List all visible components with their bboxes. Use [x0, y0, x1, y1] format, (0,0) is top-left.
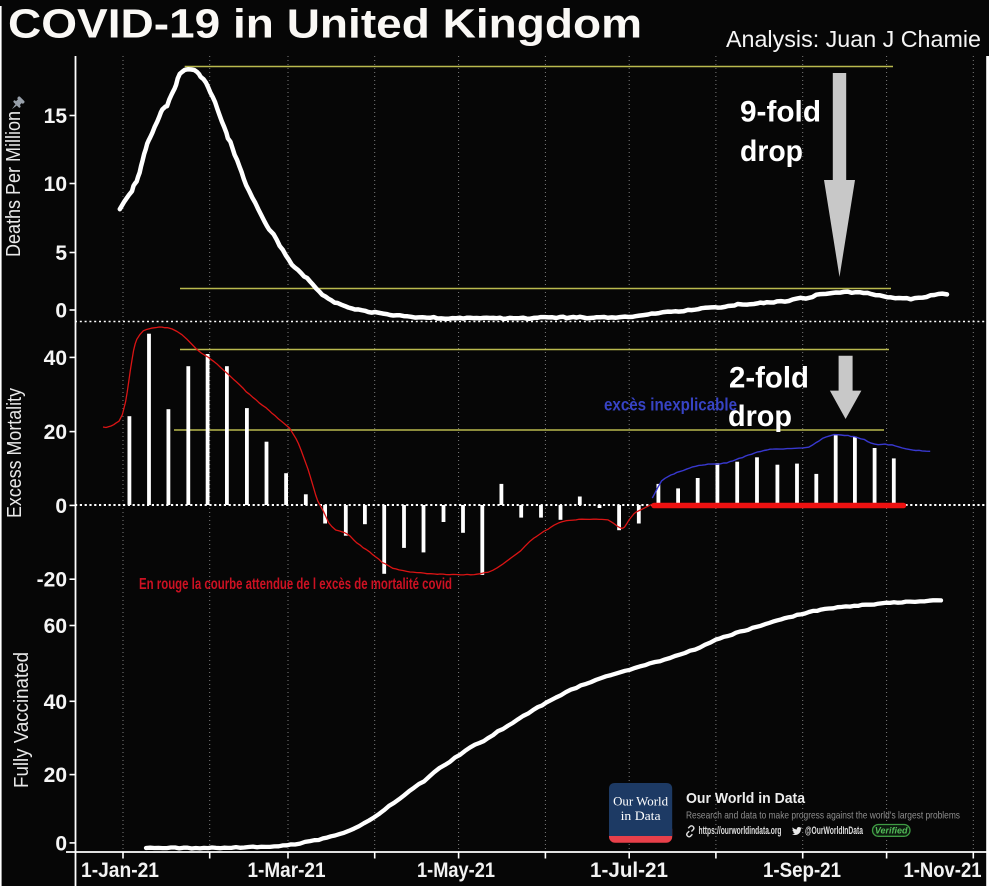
svg-text:@OurWorldInData: @OurWorldInData: [805, 825, 863, 837]
svg-text:drop: drop: [740, 135, 803, 168]
svg-text:10: 10: [44, 173, 67, 196]
svg-text:Our World in Data: Our World in Data: [686, 790, 806, 807]
svg-text:in Data: in Data: [621, 809, 662, 823]
svg-text:1-Jul-21: 1-Jul-21: [590, 859, 668, 882]
svg-text:Verified: Verified: [875, 826, 908, 836]
svg-text:9-fold: 9-fold: [740, 96, 821, 129]
svg-text:5: 5: [55, 242, 67, 265]
svg-text:40: 40: [44, 347, 67, 370]
svg-text:drop: drop: [728, 400, 792, 433]
svg-text:40: 40: [44, 691, 67, 714]
svg-text:1-Mar-21: 1-Mar-21: [248, 859, 326, 882]
svg-text:Fully Vaccinated: Fully Vaccinated: [11, 652, 33, 788]
svg-text:1-Sep-21: 1-Sep-21: [763, 859, 841, 882]
svg-text:En rouge la courbe attendue de: En rouge la courbe attendue de l excès d…: [139, 576, 452, 593]
svg-text:Our World: Our World: [613, 795, 668, 809]
svg-text:1-May-21: 1-May-21: [417, 859, 495, 882]
svg-text:Analysis: Juan J Chamie: Analysis: Juan J Chamie: [726, 26, 981, 52]
svg-text:Deaths Per Million: Deaths Per Million: [3, 111, 25, 257]
svg-text:20: 20: [44, 421, 67, 444]
svg-text:excès inexplicable: excès inexplicable: [604, 395, 737, 415]
svg-text:0: 0: [55, 495, 67, 518]
svg-text:1-Jan-21: 1-Jan-21: [81, 859, 159, 882]
svg-text:COVID-19 in United Kingdom: COVID-19 in United Kingdom: [8, 1, 642, 47]
svg-text:15: 15: [44, 105, 68, 128]
svg-text:0: 0: [55, 300, 67, 323]
svg-text:Research and data to make prog: Research and data to make progress again…: [686, 811, 960, 822]
svg-text:-20: -20: [37, 569, 67, 592]
svg-text:Excess Mortality: Excess Mortality: [4, 388, 26, 518]
svg-text:2-fold: 2-fold: [729, 362, 809, 395]
svg-text:20: 20: [44, 764, 67, 787]
svg-text:0: 0: [55, 832, 67, 855]
svg-text:1-Nov-21: 1-Nov-21: [904, 859, 982, 882]
svg-text:https://ourworldindata.org: https://ourworldindata.org: [699, 825, 782, 837]
svg-text:60: 60: [44, 615, 67, 638]
